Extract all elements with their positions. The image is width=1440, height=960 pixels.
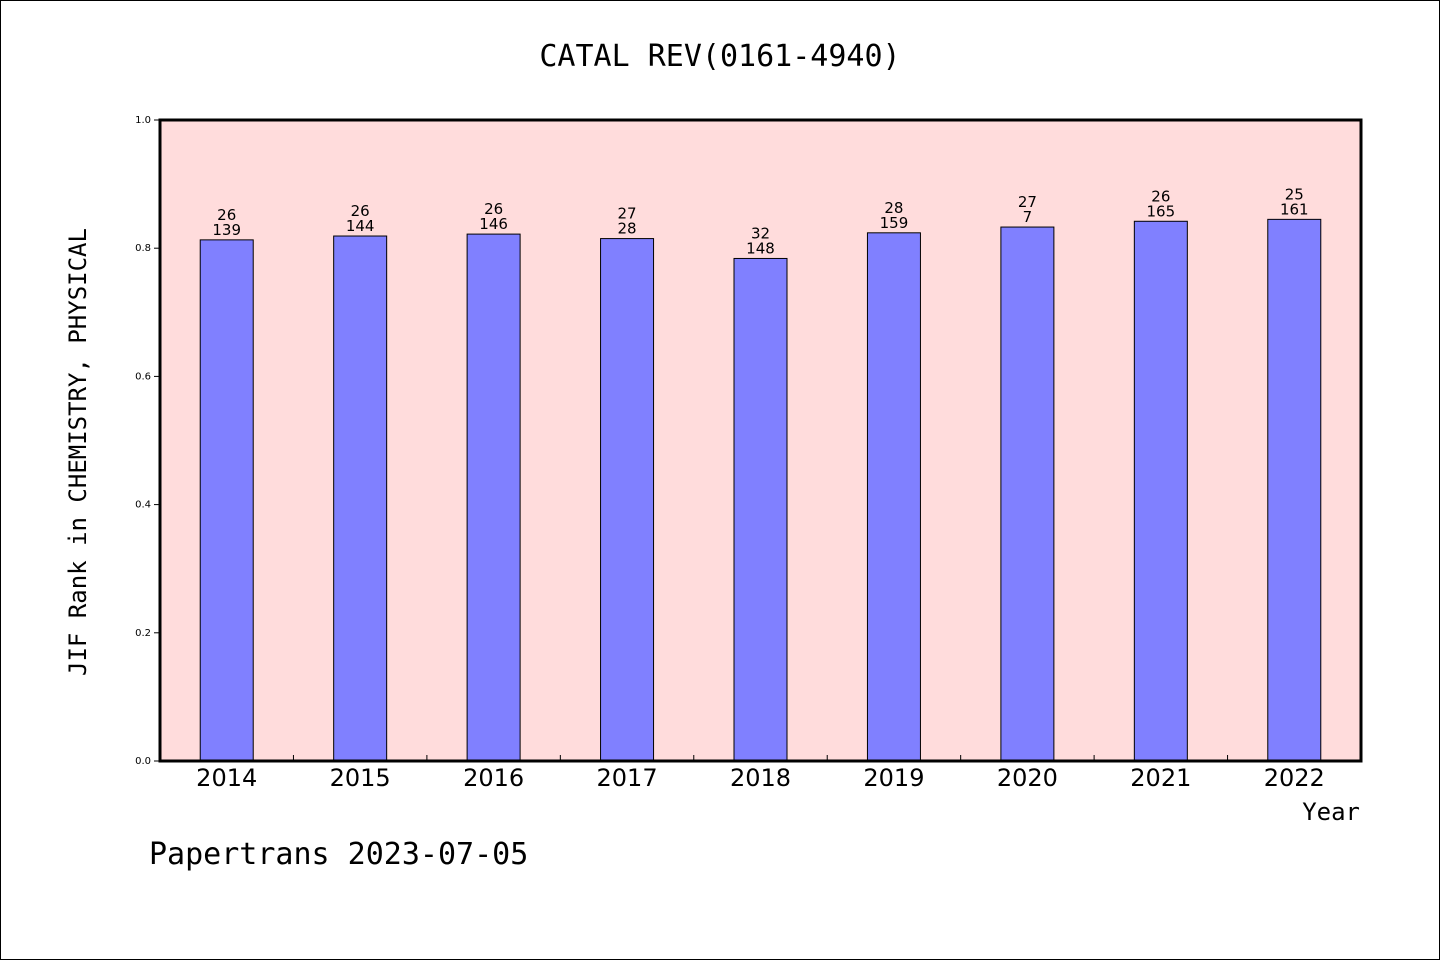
y-axis: 0.0 0.2 0.4 0.6 0.8 1.0 [135,115,160,767]
y-tick-label: 0.2 [135,628,151,639]
y-tick-label: 0.8 [135,243,151,254]
rank-label-2019: 28 [884,199,903,217]
bar-2018 [733,257,788,762]
total-label-2017: 28 [618,220,637,238]
y-tick-label: 0.6 [135,371,151,382]
x-tick-label-2017: 2017 [597,764,658,792]
y-tick-label: 0.4 [135,500,151,511]
total-label-2016: 146 [479,215,508,233]
x-tick-label-2015: 2015 [330,764,391,792]
x-tick-label-2021: 2021 [1130,764,1191,792]
x-tick-label-2020: 2020 [997,764,1058,792]
rank-label-2017: 27 [618,205,637,223]
x-tick-label-2018: 2018 [730,764,791,792]
total-label-2019: 159 [880,214,909,232]
plot-border [158,118,1363,763]
x-tick-label-2022: 2022 [1264,764,1325,792]
total-label-2020: 7 [1023,208,1033,226]
x-tick-label-2014: 2014 [196,764,257,792]
bar-2020 [1000,226,1055,762]
rank-label-2022: 25 [1285,185,1304,203]
rank-label-2014: 26 [217,206,236,224]
x-axis-label: Year [1302,798,1360,826]
x-tick-label-2016: 2016 [463,764,524,792]
rank-label-2016: 26 [484,200,503,218]
bar-2021 [1133,220,1188,762]
bar-2014 [199,239,254,762]
total-label-2022: 161 [1280,200,1309,218]
total-label-2015: 144 [346,217,375,235]
x-axis: 2014 2015 2016 2017 2018 2019 2020 2021 2022 [196,755,1325,792]
rank-label-2015: 26 [351,202,370,220]
rank-label-2021: 26 [1151,187,1170,205]
bar-2016 [466,233,521,762]
y-tick-label: 1.0 [135,115,151,126]
total-label-2021: 165 [1147,202,1176,220]
chart-title: CATAL REV(0161-4940) [539,39,900,74]
bars-group [199,218,1322,762]
bar-2022 [1267,218,1322,762]
rank-label-2020: 27 [1018,193,1037,211]
y-tick-label: 0.0 [135,756,151,767]
rank-label-2018: 32 [751,224,770,242]
total-label-2018: 148 [746,239,775,257]
bar-2019 [866,232,921,762]
y-axis-label: JIF Rank in CHEMISTRY, PHYSICAL [64,228,92,676]
x-tick-label-2019: 2019 [863,764,924,792]
footer-watermark: Papertrans 2023-07-05 [149,837,528,872]
bar-2017 [600,238,655,762]
bar-2015 [333,235,388,762]
total-label-2014: 139 [212,221,241,239]
